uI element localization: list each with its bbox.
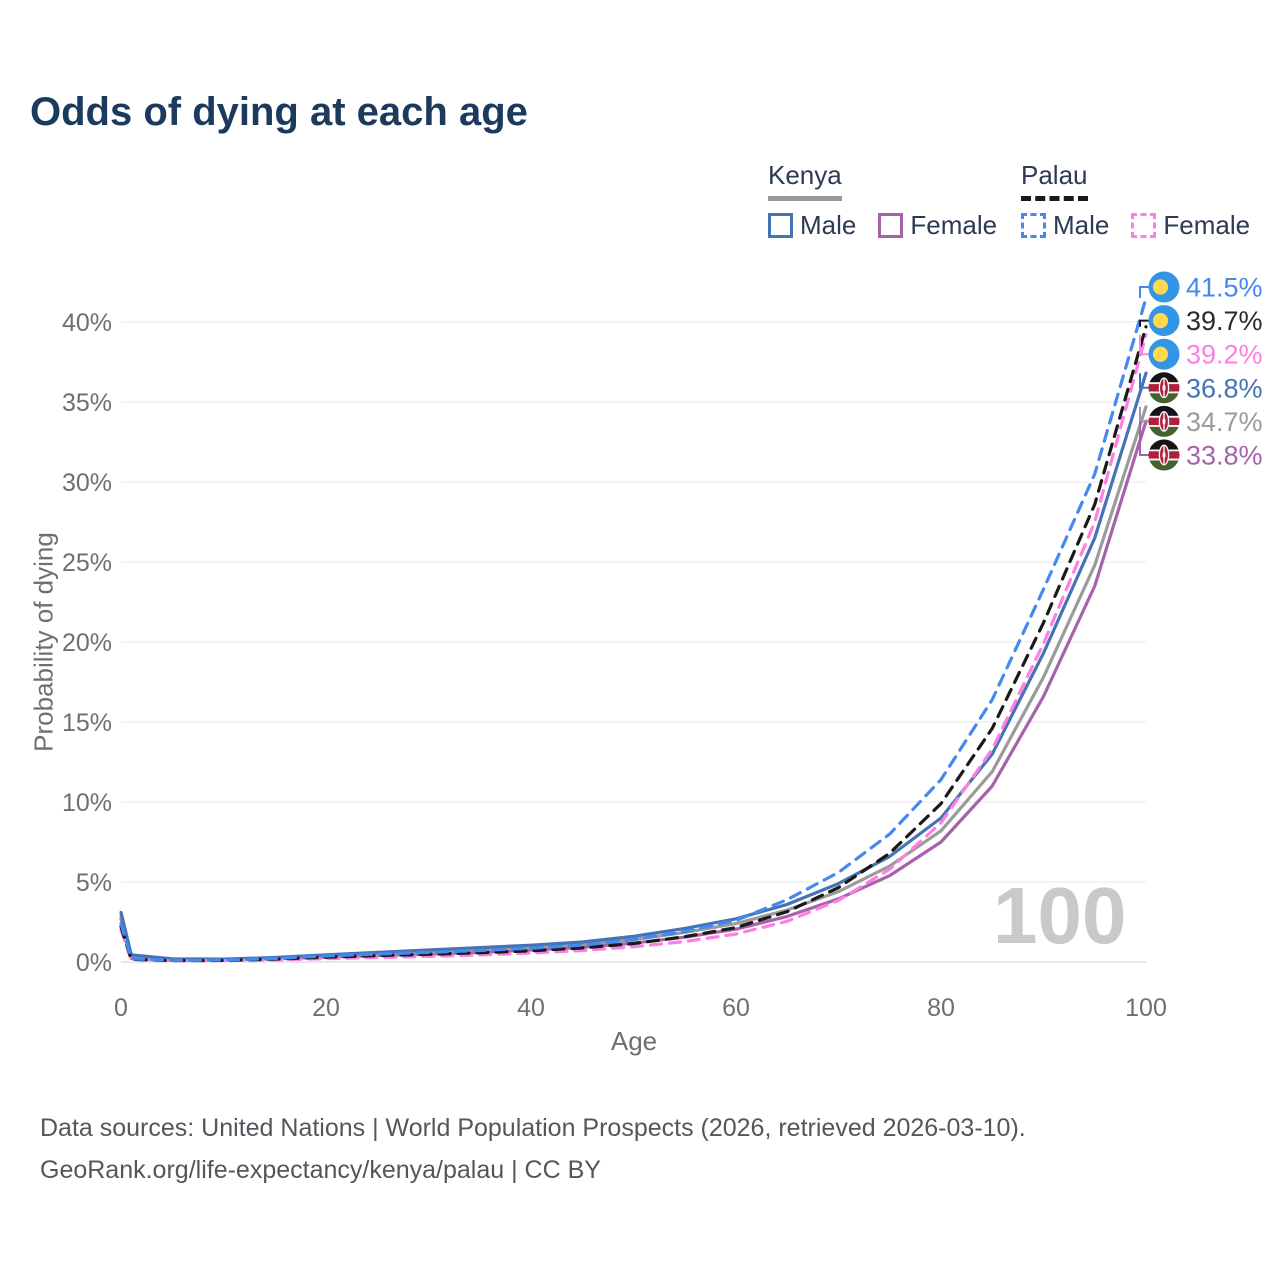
attribution-text: GeoRank.org/life-expectancy/kenya/palau …	[40, 1155, 601, 1184]
kenya-male-checkbox-icon[interactable]	[768, 213, 793, 238]
x-tick-label: 100	[1125, 994, 1167, 1022]
legend-item-kenya-female[interactable]: Female	[878, 210, 997, 241]
series-line-kenya-female[interactable]	[119, 419, 1148, 962]
series-line-kenya-male[interactable]	[119, 371, 1148, 961]
legend-item-palau-female[interactable]: Female	[1131, 210, 1250, 241]
legend-item-label: Male	[1053, 210, 1110, 240]
end-value-label-palau-male: 41.5%	[1186, 273, 1263, 303]
x-axis-label: Age	[610, 1026, 658, 1056]
y-axis-label: Probability of dying	[28, 532, 59, 752]
y-tick-label: 25%	[62, 549, 112, 577]
footer: Data sources: United Nations | World Pop…	[40, 1108, 1026, 1191]
end-value-label-kenya-female: 33.8%	[1186, 441, 1263, 471]
y-tick-label: 5%	[76, 869, 112, 897]
end-value-label-kenya-male: 36.8%	[1186, 373, 1263, 403]
legend-country-palau[interactable]: Palau	[1021, 160, 1088, 201]
end-value-label-palau-female: 39.2%	[1186, 340, 1263, 370]
end-value-label-palau-both: 39.7%	[1186, 306, 1263, 336]
series-line-palau-female[interactable]	[119, 333, 1148, 963]
page-title: Odds of dying at each age	[30, 90, 528, 134]
y-tick-label: 35%	[62, 389, 112, 417]
label-connector-palau-female	[1139, 334, 1149, 356]
x-tick-label: 60	[722, 994, 750, 1022]
label-connector-palau-both	[1139, 319, 1149, 327]
legend-item-palau-male[interactable]: Male	[1021, 210, 1109, 241]
legend-group-palau: Palau Male Female	[1021, 160, 1250, 241]
legend-item-label: Male	[800, 210, 857, 240]
y-tick-label: 15%	[62, 709, 112, 737]
series-line-palau-both[interactable]	[119, 325, 1148, 963]
x-tick-label: 80	[927, 994, 955, 1022]
x-tick-label: 20	[312, 994, 340, 1022]
legend-group-kenya: Kenya Male Female	[768, 160, 997, 241]
series-line-palau-male[interactable]	[119, 296, 1148, 963]
age-watermark: 100	[993, 871, 1127, 960]
label-connector-kenya-female	[1139, 421, 1149, 456]
legend-item-label: Female	[910, 210, 998, 240]
label-connector-kenya-male	[1139, 373, 1149, 389]
series-line-kenya-both[interactable]	[119, 405, 1148, 962]
palau-flag-icon	[1148, 271, 1180, 303]
end-value-label-kenya-both: 34.7%	[1186, 407, 1263, 437]
palau-female-checkbox-icon[interactable]	[1131, 213, 1157, 238]
legend-country-kenya[interactable]: Kenya	[768, 160, 842, 201]
line-chart: 0% 5% 10% 15% 20% 25% 30% 35% 40% 0 20 40 60 80 100 41.…	[62, 271, 1263, 1022]
y-tick-label: 0%	[76, 949, 112, 977]
y-tick-label: 40%	[62, 309, 112, 337]
kenya-flag-icon	[1148, 405, 1180, 437]
y-tick-label: 30%	[62, 469, 112, 497]
y-tick-label: 20%	[62, 629, 112, 657]
x-tick-label: 40	[517, 994, 545, 1022]
kenya-flag-icon	[1148, 372, 1180, 404]
palau-male-checkbox-icon[interactable]	[1021, 213, 1046, 238]
y-tick-label: 10%	[62, 789, 112, 817]
label-connector-palau-male	[1139, 286, 1149, 298]
legend-item-label: Female	[1163, 210, 1251, 240]
legend-item-kenya-male[interactable]: Male	[768, 210, 856, 241]
kenya-flag-icon	[1148, 439, 1180, 471]
x-tick-label: 0	[114, 994, 128, 1022]
kenya-female-checkbox-icon[interactable]	[878, 213, 904, 238]
palau-flag-icon	[1148, 338, 1180, 370]
palau-flag-icon	[1148, 305, 1180, 337]
data-sources-text: Data sources: United Nations | World Pop…	[40, 1114, 1026, 1142]
